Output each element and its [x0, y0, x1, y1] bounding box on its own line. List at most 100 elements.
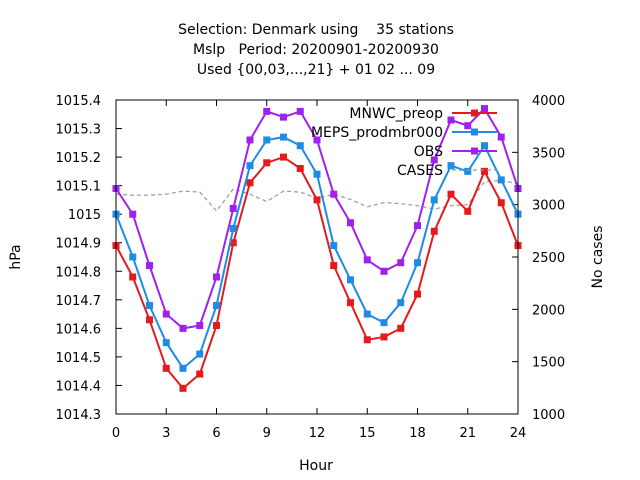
- y2-tick-label: 3000: [532, 199, 565, 214]
- chart-title-line-2: Mslp Period: 20200901-20200930: [193, 42, 439, 58]
- data-point-mnwc-preop: [313, 196, 321, 204]
- data-point-mnwc-preop: [146, 316, 153, 324]
- data-point-mnwc-preop: [213, 322, 220, 330]
- data-point-obs: [447, 116, 455, 124]
- chart-title-line-1: Selection: Denmark using 35 stations: [178, 22, 454, 38]
- data-point-meps-prodmbr000: [430, 196, 438, 204]
- legend-label-cases: CASES: [397, 163, 443, 179]
- data-point-obs: [162, 310, 170, 318]
- y2-tick-label: 3500: [532, 146, 565, 161]
- data-point-obs: [497, 133, 505, 141]
- data-point-obs: [313, 136, 321, 144]
- x-tick-label: 21: [459, 426, 476, 441]
- y-tick-label: 1015.3: [56, 123, 102, 138]
- x-tick-label: 12: [309, 426, 326, 441]
- y-tick-label: 1014.5: [56, 351, 102, 366]
- y-tick-label: 1015.1: [56, 180, 102, 195]
- data-point-meps-prodmbr000: [296, 142, 304, 150]
- data-point-obs: [330, 190, 338, 198]
- data-point-obs: [196, 322, 204, 330]
- data-point-obs: [414, 222, 421, 230]
- data-point-mnwc-preop: [430, 227, 438, 235]
- y-tick-label: 1014.7: [56, 294, 102, 309]
- data-point-mnwc-preop: [246, 179, 254, 187]
- data-point-obs: [280, 113, 287, 121]
- y-axis-label: hPa: [8, 244, 24, 269]
- data-point-mnwc-preop: [196, 370, 204, 378]
- legend-marker-obs: [471, 147, 478, 155]
- data-point-mnwc-preop: [296, 165, 304, 173]
- data-point-obs: [380, 267, 388, 275]
- y-tick-label: 1014.4: [56, 379, 102, 394]
- data-point-obs: [481, 105, 488, 113]
- data-point-meps-prodmbr000: [481, 142, 488, 150]
- data-point-mnwc-preop: [280, 153, 287, 161]
- y2-tick-label: 4000: [532, 94, 565, 109]
- data-point-meps-prodmbr000: [179, 364, 187, 372]
- y2-tick-label: 1000: [532, 408, 565, 423]
- data-point-obs: [464, 122, 472, 130]
- data-point-meps-prodmbr000: [280, 133, 287, 141]
- y-tick-label: 1014.8: [56, 265, 102, 280]
- chart-title-line-3: Used {00,03,...,21} + 01 02 ... 09: [197, 62, 435, 78]
- data-point-mnwc-preop: [229, 239, 237, 247]
- data-point-obs: [146, 262, 153, 270]
- plot-frame: [115, 99, 519, 415]
- data-point-mnwc-preop: [347, 299, 354, 307]
- data-point-obs: [129, 210, 137, 218]
- data-point-mnwc-preop: [129, 273, 137, 281]
- data-point-obs: [296, 107, 304, 115]
- data-point-meps-prodmbr000: [347, 276, 354, 284]
- data-point-mnwc-preop: [414, 290, 421, 298]
- data-point-mnwc-preop: [162, 364, 170, 372]
- y-tick-label: 1015.2: [56, 151, 102, 166]
- data-point-obs: [179, 324, 187, 332]
- data-point-mnwc-preop: [447, 190, 455, 198]
- data-point-mnwc-preop: [481, 167, 488, 175]
- data-point-obs: [213, 273, 220, 281]
- data-point-mnwc-preop: [179, 384, 187, 392]
- x-axis-label: Hour: [299, 458, 333, 474]
- legend-marker-mnwc-preop: [471, 109, 478, 117]
- data-point-meps-prodmbr000: [129, 253, 137, 261]
- data-point-mnwc-preop: [380, 333, 388, 341]
- data-point-meps-prodmbr000: [313, 170, 321, 178]
- legend-label-obs: OBS: [414, 144, 443, 160]
- data-point-meps-prodmbr000: [330, 242, 338, 250]
- data-point-mnwc-preop: [330, 262, 338, 270]
- data-point-meps-prodmbr000: [162, 339, 170, 347]
- data-point-obs: [246, 136, 254, 144]
- series-line-cases: [115, 179, 519, 212]
- y2-axis-label: No cases: [590, 226, 606, 289]
- data-point-meps-prodmbr000: [414, 259, 421, 267]
- x-tick-label: 6: [212, 426, 220, 441]
- legend-label-meps-prodmbr000: MEPS_prodmbr000: [311, 125, 443, 141]
- data-point-obs: [229, 204, 237, 212]
- data-point-meps-prodmbr000: [363, 310, 371, 318]
- x-tick-label: 18: [409, 426, 426, 441]
- x-tick-label: 9: [263, 426, 271, 441]
- data-point-obs: [363, 256, 371, 264]
- legend-label-mnwc-preop: MNWC_preop: [349, 106, 443, 122]
- legend-marker-meps-prodmbr000: [471, 128, 478, 136]
- y-tick-label: 1015: [68, 208, 101, 223]
- data-point-mnwc-preop: [497, 199, 505, 207]
- x-tick-label: 15: [359, 426, 376, 441]
- data-point-meps-prodmbr000: [497, 176, 505, 184]
- data-point-mnwc-preop: [464, 207, 472, 215]
- data-point-meps-prodmbr000: [464, 167, 472, 175]
- data-point-meps-prodmbr000: [263, 136, 271, 144]
- data-point-obs: [263, 107, 271, 115]
- data-point-obs: [347, 219, 354, 227]
- data-point-mnwc-preop: [397, 324, 405, 332]
- x-tick-label: 24: [510, 426, 527, 441]
- y2-tick-label: 2500: [532, 251, 565, 266]
- data-point-meps-prodmbr000: [246, 162, 254, 170]
- data-point-mnwc-preop: [363, 336, 371, 344]
- y-tick-label: 1014.6: [56, 322, 102, 337]
- y2-tick-label: 1500: [532, 356, 565, 371]
- y-tick-label: 1014.3: [56, 408, 102, 423]
- y2-tick-label: 2000: [532, 303, 565, 318]
- data-point-meps-prodmbr000: [196, 350, 204, 358]
